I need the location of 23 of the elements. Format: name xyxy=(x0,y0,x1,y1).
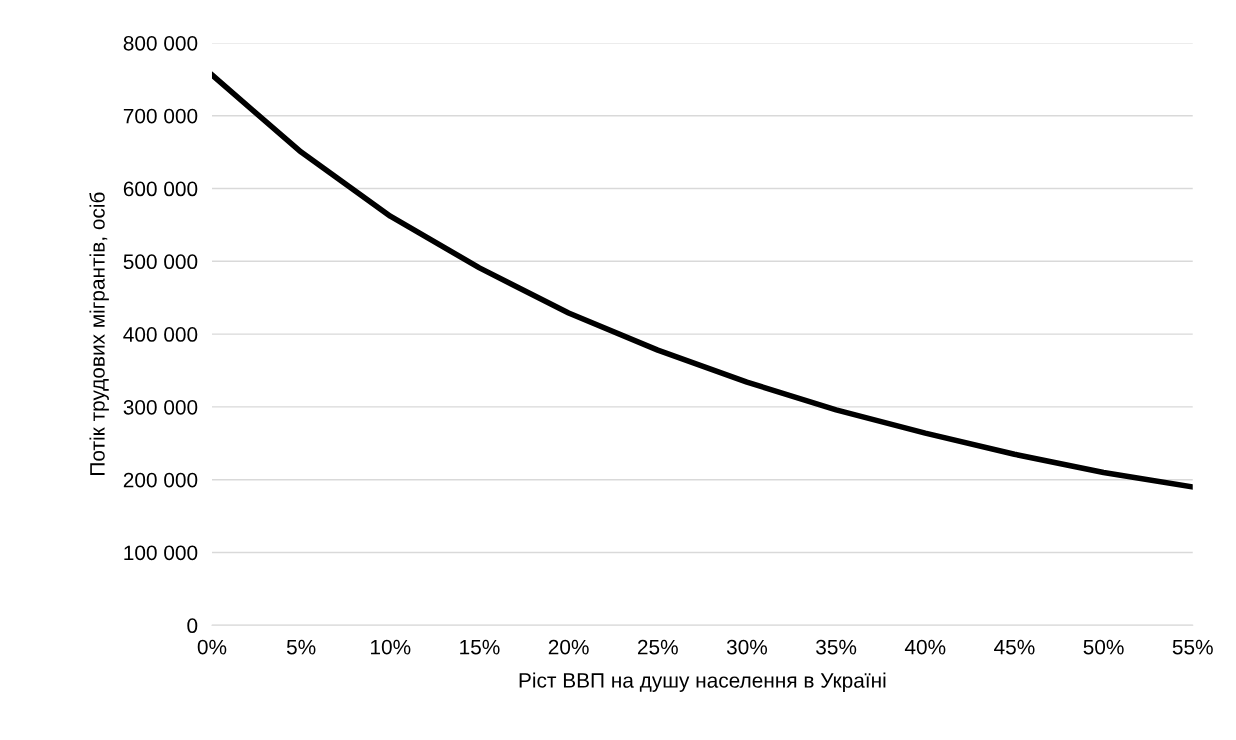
x-tick-label: 25% xyxy=(637,639,678,655)
y-tick-label: 300 000 xyxy=(123,399,198,415)
x-tick-label: 45% xyxy=(994,639,1035,655)
x-tick-label: 40% xyxy=(904,639,946,655)
x-tick-label: 30% xyxy=(726,639,768,655)
x-tick-label: 55% xyxy=(1172,639,1213,655)
y-tick-label: 800 000 xyxy=(123,35,198,51)
y-tick-label: 100 000 xyxy=(124,545,198,561)
x-tick-label: 20% xyxy=(548,639,589,655)
x-axis-title: Ріст ВВП на душу населення в Україні xyxy=(519,672,886,692)
y-tick-label: 200 000 xyxy=(123,472,198,488)
x-tick-label: 15% xyxy=(460,639,500,655)
x-tick-label: 35% xyxy=(816,639,857,655)
y-tick-label: 400 000 xyxy=(123,327,198,342)
x-tick-label: 5% xyxy=(286,639,316,655)
y-tick-label: 700 000 xyxy=(123,108,198,124)
x-tick-label: 10% xyxy=(371,639,411,655)
y-tick-label: 0 xyxy=(187,618,198,634)
y-tick-label: 500 000 xyxy=(123,254,198,270)
y-axis-title: Потік трудових мігрантів, осіб xyxy=(89,192,109,475)
y-tick-label: 600 000 xyxy=(123,181,198,197)
x-tick-label: 0% xyxy=(197,639,227,655)
x-tick-label: 50% xyxy=(1083,639,1124,655)
